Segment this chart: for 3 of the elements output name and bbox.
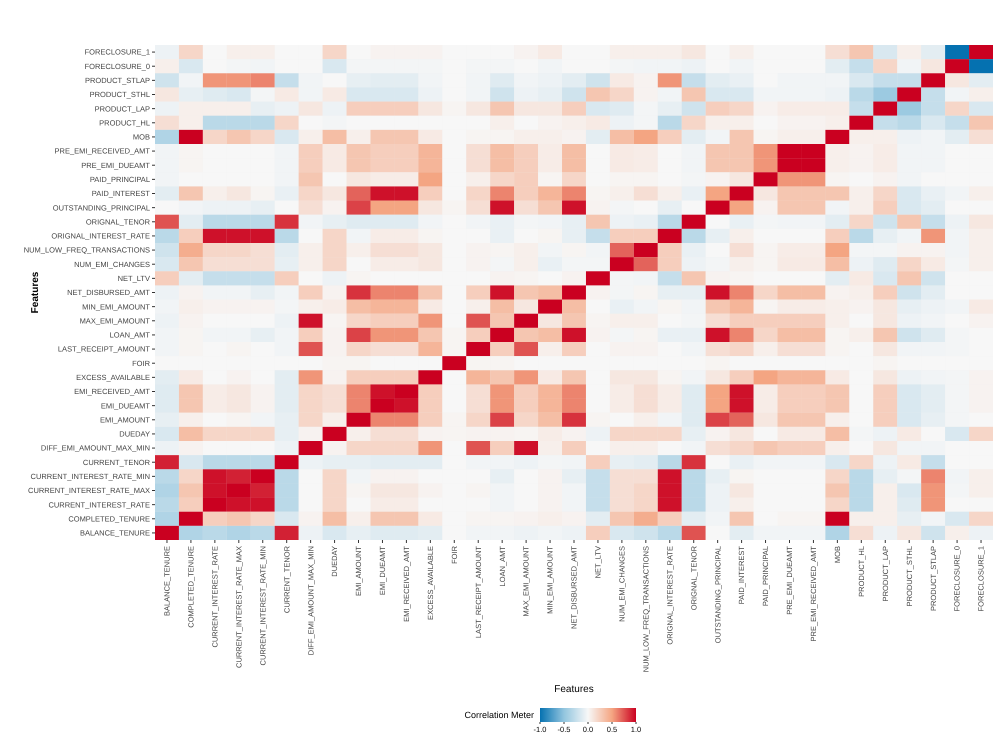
y-axis-title: Features — [30, 271, 41, 314]
color-bar-title: Correlation Meter — [464, 710, 534, 720]
x-axis-title: Features — [554, 684, 594, 695]
